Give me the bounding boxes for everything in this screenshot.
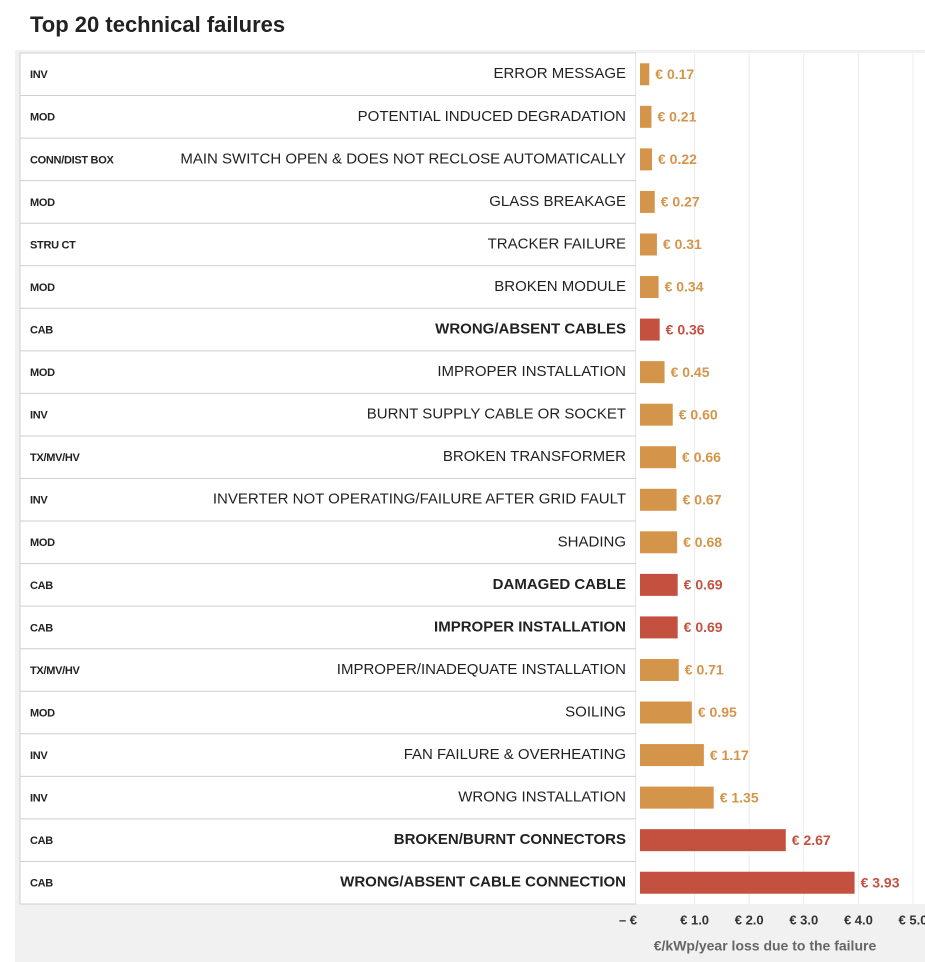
value-label: € 0.69 xyxy=(684,619,723,635)
category-label: BROKEN/BURNT CONNECTORS xyxy=(394,831,626,848)
category-label: INVERTER NOT OPERATING/FAILURE AFTER GRI… xyxy=(213,491,626,508)
category-label: FAN FAILURE & OVERHEATING xyxy=(404,746,626,763)
bar xyxy=(640,531,678,554)
bar xyxy=(640,871,855,894)
plot-area xyxy=(636,53,925,904)
category-label: SHADING xyxy=(558,533,626,550)
bar xyxy=(640,190,655,213)
chart-title: Top 20 technical failures xyxy=(30,12,285,37)
group-label: MOD xyxy=(30,537,55,549)
category-label: IMPROPER/INADEQUATE INSTALLATION xyxy=(337,661,626,678)
bar xyxy=(640,488,677,511)
category-label: WRONG/ABSENT CABLES xyxy=(435,321,626,338)
category-label: WRONG INSTALLATION xyxy=(458,789,626,806)
value-label: € 0.68 xyxy=(683,534,722,550)
value-label: € 0.27 xyxy=(661,194,700,210)
category-label: SOILING xyxy=(565,703,626,720)
group-label: CAB xyxy=(30,324,53,336)
group-label: INV xyxy=(30,410,48,422)
category-label: TRACKER FAILURE xyxy=(488,235,626,252)
category-label: WRONG/ABSENT CABLE CONNECTION xyxy=(340,874,626,891)
category-label: POTENTIAL INDUCED DEGRADATION xyxy=(358,108,626,125)
value-label: € 0.17 xyxy=(655,66,694,82)
x-tick-label: € 1.0 xyxy=(680,912,709,927)
bar xyxy=(640,361,665,384)
bar xyxy=(640,63,650,86)
bar xyxy=(640,744,704,767)
value-label: € 0.67 xyxy=(683,491,722,507)
value-label: € 1.17 xyxy=(710,747,749,763)
category-label: IMPROPER INSTALLATION xyxy=(434,618,626,635)
category-label: BROKEN MODULE xyxy=(494,278,626,295)
value-label: € 1.35 xyxy=(720,789,759,805)
x-tick-label: € 4.0 xyxy=(844,912,873,927)
bar xyxy=(640,829,786,852)
value-label: € 0.95 xyxy=(698,704,737,720)
x-tick-label: – € xyxy=(619,912,637,927)
category-label: IMPROPER INSTALLATION xyxy=(437,363,626,380)
group-label: MOD xyxy=(30,707,55,719)
bar xyxy=(640,148,653,171)
category-label: DAMAGED CABLE xyxy=(493,576,626,593)
value-label: € 0.71 xyxy=(685,662,724,678)
value-label: € 0.69 xyxy=(684,577,723,593)
category-label: BROKEN TRANSFORMER xyxy=(443,448,626,465)
bar xyxy=(640,573,678,596)
group-label: CAB xyxy=(30,622,53,634)
bar xyxy=(640,233,657,256)
group-label: CAB xyxy=(30,878,53,890)
group-label: CONN/DIST BOX xyxy=(30,154,114,166)
x-tick-label: € 3.0 xyxy=(789,912,818,927)
bar xyxy=(640,701,692,724)
x-tick-label: € 5.0 xyxy=(899,912,925,927)
bar xyxy=(640,658,679,681)
bar xyxy=(640,318,660,341)
group-label: MOD xyxy=(30,367,55,379)
x-tick-label: € 2.0 xyxy=(735,912,764,927)
value-label: € 0.45 xyxy=(671,364,710,380)
bar xyxy=(640,616,678,639)
group-label: CAB xyxy=(30,580,53,592)
value-label: € 0.34 xyxy=(665,279,704,295)
value-label: € 0.31 xyxy=(663,236,702,252)
group-label: MOD xyxy=(30,282,55,294)
group-label: STRU CT xyxy=(30,239,76,251)
group-label: CAB xyxy=(30,835,53,847)
group-label: INV xyxy=(30,69,48,81)
bar xyxy=(640,105,652,128)
bar xyxy=(640,403,673,426)
value-label: € 0.22 xyxy=(658,151,697,167)
bar xyxy=(640,276,659,299)
category-label: BURNT SUPPLY CABLE OR SOCKET xyxy=(367,406,626,423)
value-label: € 0.36 xyxy=(666,321,705,337)
group-label: TX/MV/HV xyxy=(30,452,81,464)
bar xyxy=(640,446,677,469)
bar xyxy=(640,786,714,809)
group-label: MOD xyxy=(30,197,55,209)
value-label: € 3.93 xyxy=(861,874,900,890)
value-label: € 0.60 xyxy=(679,406,718,422)
category-label: ERROR MESSAGE xyxy=(493,65,626,82)
group-label: INV xyxy=(30,750,48,762)
group-label: MOD xyxy=(30,112,55,124)
x-axis-label: €/kWp/year loss due to the failure xyxy=(654,938,877,954)
group-label: TX/MV/HV xyxy=(30,665,81,677)
value-label: € 0.66 xyxy=(682,449,721,465)
group-label: INV xyxy=(30,793,48,805)
group-label: INV xyxy=(30,495,48,507)
value-label: € 0.21 xyxy=(657,109,696,125)
category-label: MAIN SWITCH OPEN & DOES NOT RECLOSE AUTO… xyxy=(180,150,626,167)
value-label: € 2.67 xyxy=(792,832,831,848)
category-label: GLASS BREAKAGE xyxy=(489,193,626,210)
